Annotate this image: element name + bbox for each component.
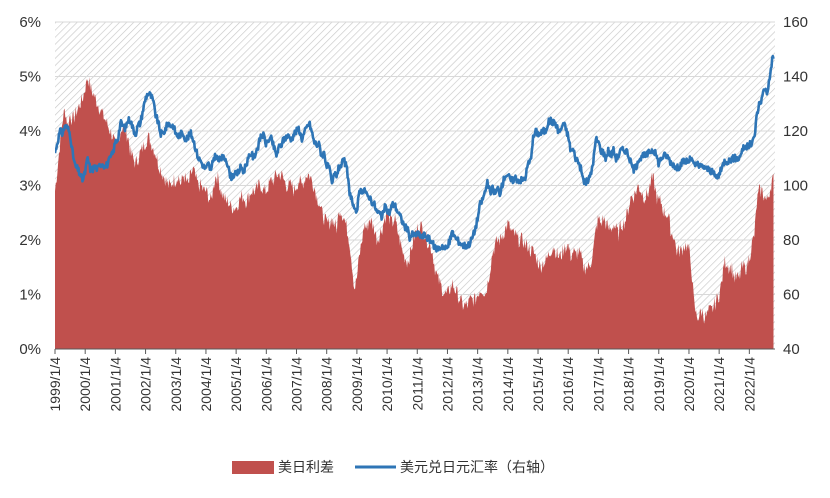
x-tick-label: 2014/1/4 — [500, 357, 516, 412]
y-left-tick-label: 2% — [19, 232, 41, 249]
x-tick-label: 2019/1/4 — [651, 357, 667, 412]
x-tick-label: 1999/1/4 — [47, 357, 63, 412]
x-tick-label: 2002/1/4 — [138, 357, 154, 412]
x-axis: 1999/1/4 2000/1/4 2001/1/4 2002/1/4 2003/1/4… — [47, 349, 757, 412]
x-tick-label: 2013/1/4 — [470, 357, 486, 412]
y-right-tick-label: 120 — [783, 123, 808, 140]
legend-label-fx: 美元兑日元汇率（右轴） — [400, 459, 554, 476]
y-left-tick-label: 0% — [19, 341, 41, 358]
y-axis-right: 40 60 80 100 120 140 160 — [783, 14, 808, 358]
x-tick-label: 2007/1/4 — [289, 357, 305, 412]
x-tick-label: 2008/1/4 — [319, 357, 335, 412]
x-tick-label: 2018/1/4 — [621, 357, 637, 412]
x-tick-label: 2003/1/4 — [168, 357, 184, 412]
x-tick-label: 2001/1/4 — [107, 357, 123, 412]
y-right-tick-label: 80 — [783, 232, 800, 249]
x-tick-label: 2020/1/4 — [681, 357, 697, 412]
x-tick-label: 2022/1/4 — [741, 357, 757, 412]
legend-swatch-spread — [232, 461, 274, 474]
y-left-tick-label: 1% — [19, 287, 41, 304]
x-tick-label: 2015/1/4 — [530, 357, 546, 412]
fx-line — [55, 54, 775, 253]
legend: 美日利差 美元兑日元汇率（右轴） — [232, 459, 554, 476]
spread-area — [55, 76, 774, 349]
y-right-tick-label: 140 — [783, 69, 808, 86]
y-right-tick-label: 100 — [783, 178, 808, 195]
fx-line-series — [55, 54, 775, 253]
x-tick-label: 2011/1/4 — [409, 357, 425, 411]
y-right-tick-label: 60 — [783, 287, 800, 304]
x-tick-label: 2021/1/4 — [711, 357, 727, 412]
x-tick-label: 2005/1/4 — [228, 357, 244, 412]
x-tick-label: 2012/1/4 — [439, 357, 455, 412]
x-tick-label: 2004/1/4 — [198, 357, 214, 412]
y-axis-left: 0% 1% 2% 3% 4% 5% 6% — [19, 14, 41, 358]
y-left-tick-label: 3% — [19, 178, 41, 195]
y-left-tick-label: 6% — [19, 14, 41, 31]
spread-area-series — [55, 76, 774, 349]
x-tick-label: 2016/1/4 — [560, 357, 576, 412]
x-tick-label: 2017/1/4 — [590, 357, 606, 412]
y-left-tick-label: 5% — [19, 69, 41, 86]
y-left-tick-label: 4% — [19, 123, 41, 140]
x-tick-label: 2000/1/4 — [77, 357, 93, 412]
y-right-tick-label: 40 — [783, 341, 800, 358]
x-tick-label: 2009/1/4 — [349, 357, 365, 412]
y-right-tick-label: 160 — [783, 14, 808, 31]
x-tick-label: 2006/1/4 — [258, 357, 274, 412]
legend-label-spread: 美日利差 — [278, 460, 334, 476]
x-tick-label: 2010/1/4 — [379, 357, 395, 412]
